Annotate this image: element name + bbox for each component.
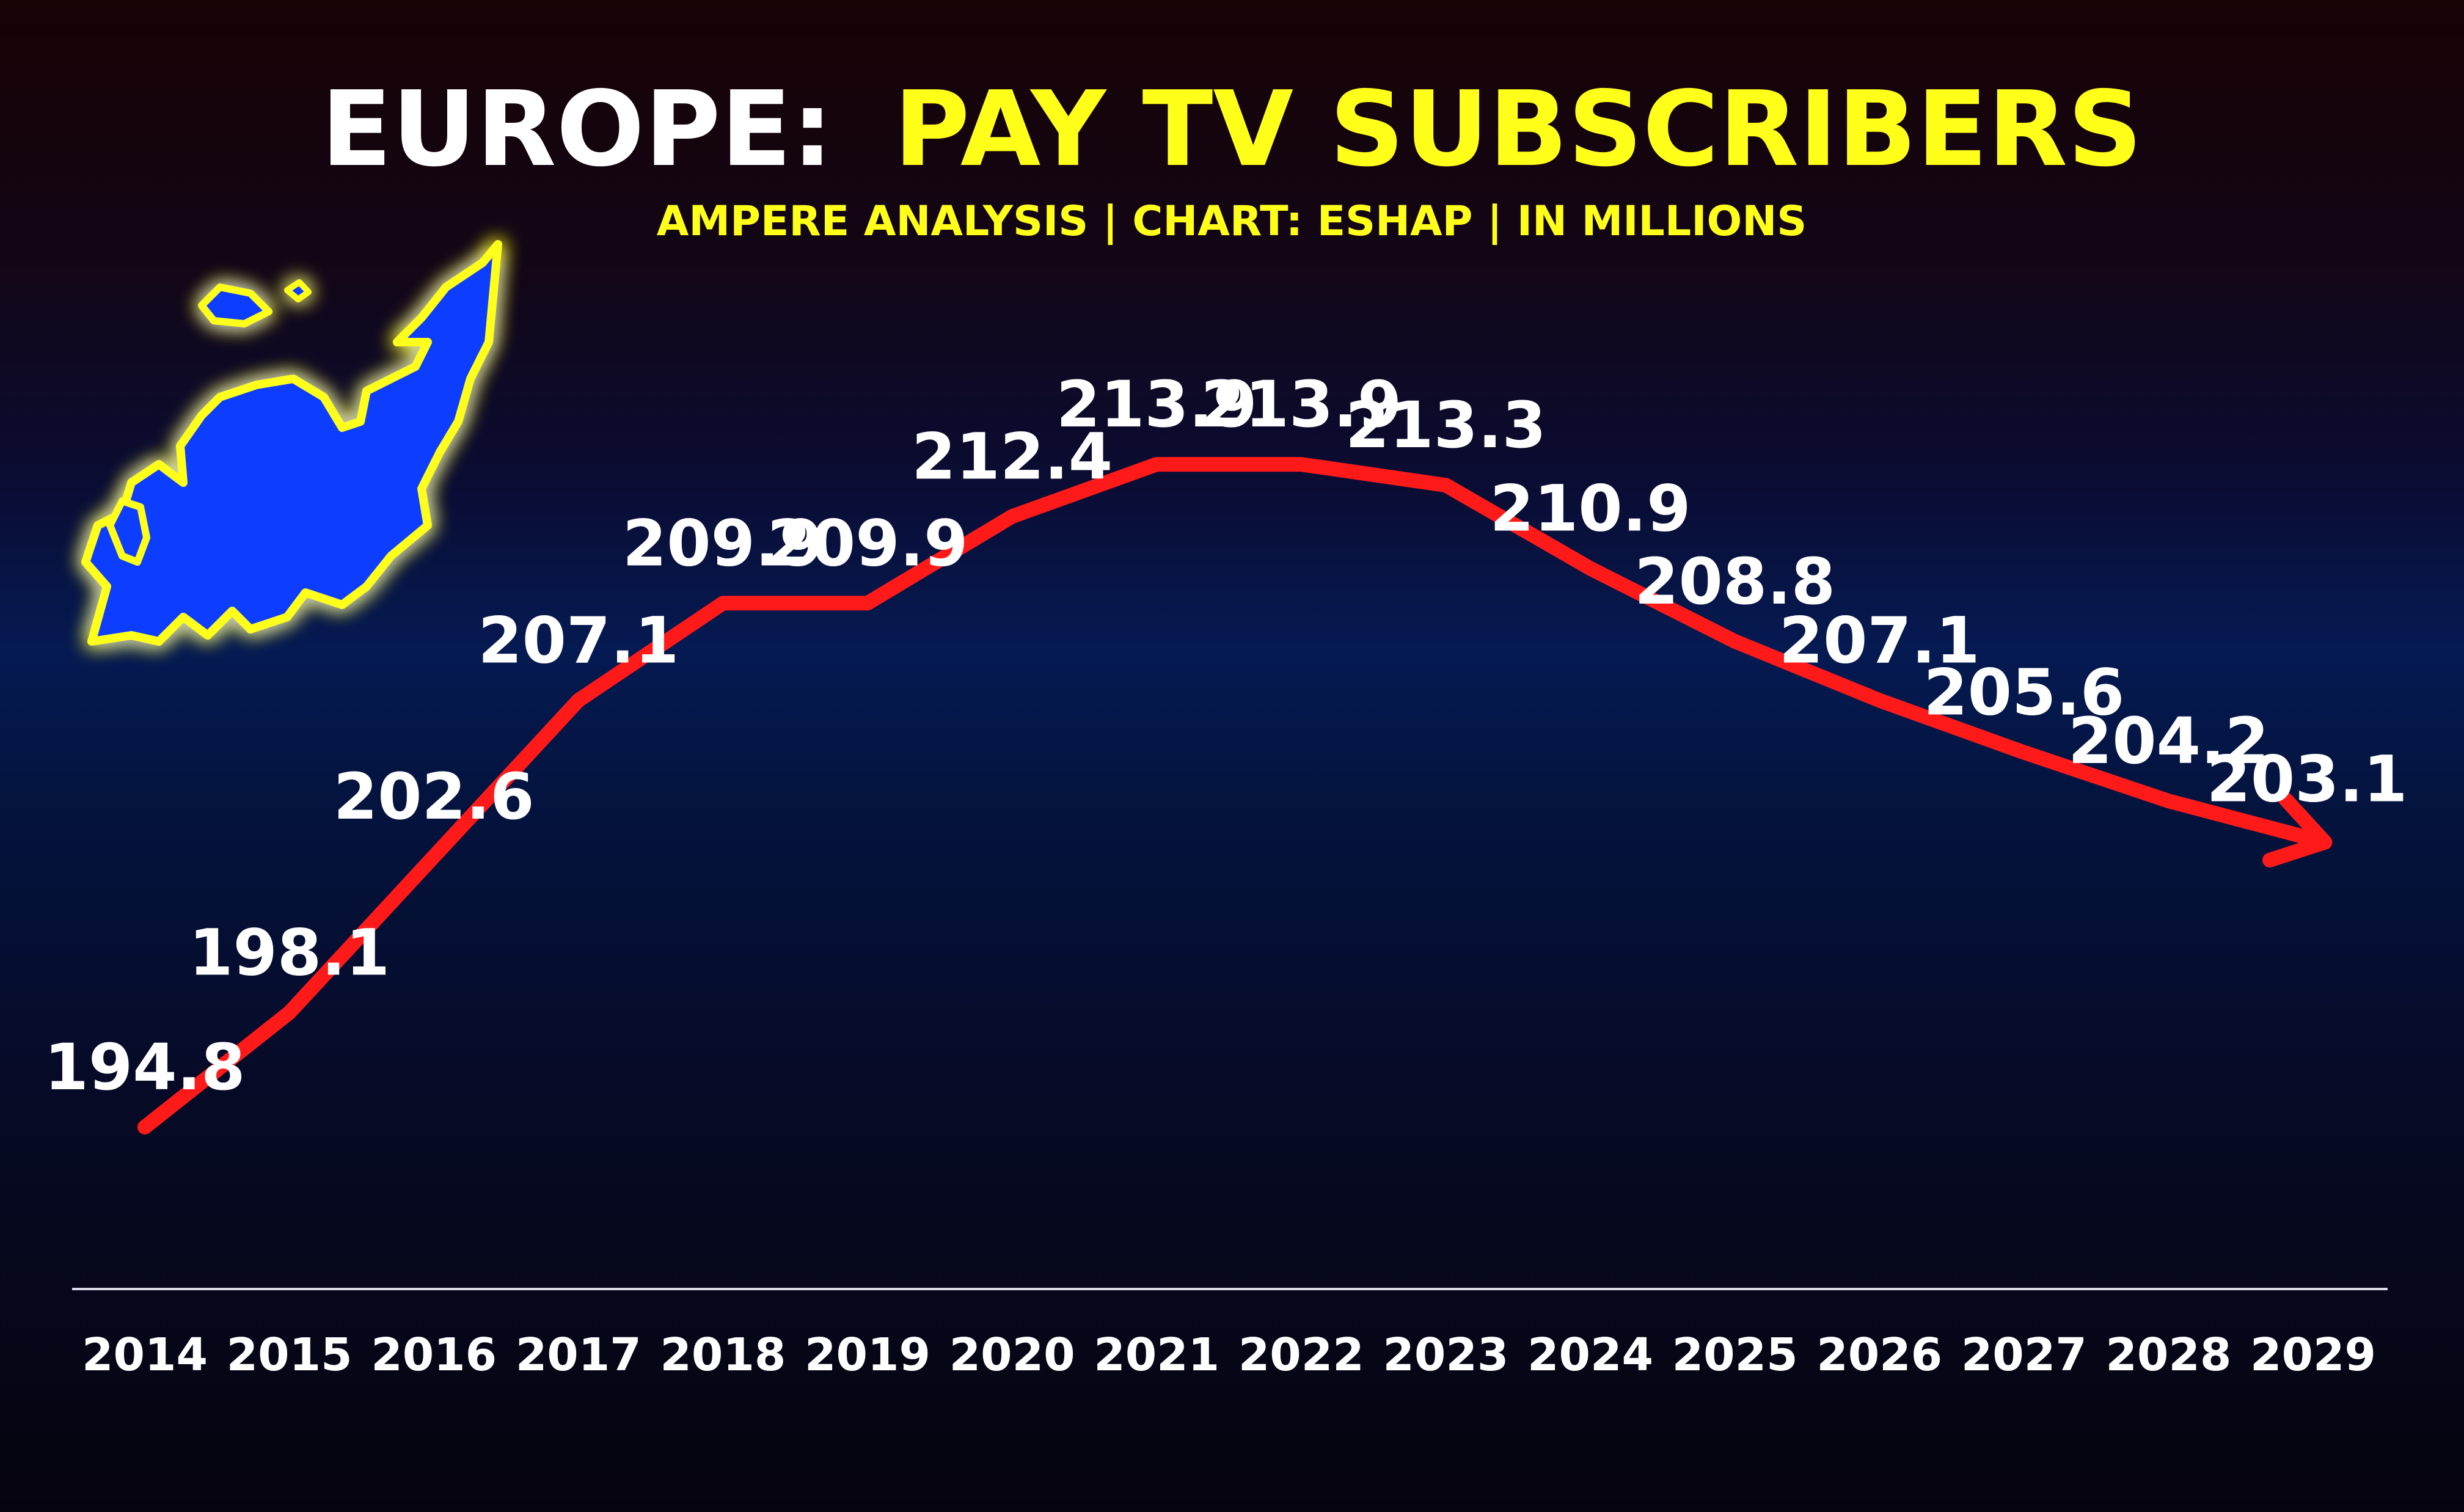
data-label-2021: 213.9: [1056, 367, 1257, 442]
x-tick-2022: 2022: [1238, 1329, 1364, 1381]
x-tick-labels: 2014 2015 2016 2017 2018 2019 2020 2021 2022 2023…: [82, 1329, 2376, 1381]
chart-title-part2: PAY TV SUBSCRIBERS: [894, 69, 2143, 190]
x-tick-2024: 2024: [1527, 1329, 1653, 1381]
series-end-arrow: [2262, 792, 2333, 867]
x-tick-2025: 2025: [1672, 1329, 1798, 1381]
data-label-2020: 212.4: [912, 419, 1113, 494]
x-tick-2018: 2018: [660, 1329, 786, 1381]
x-tick-2016: 2016: [371, 1329, 497, 1381]
data-label-2027: 205.6: [1923, 656, 2124, 730]
data-label-2017: 207.1: [478, 603, 679, 677]
europe-map-icon: [81, 240, 502, 646]
data-label-2014: 194.8: [45, 1030, 246, 1105]
data-label-2022: 213.9: [1201, 367, 1402, 442]
x-tick-2020: 2020: [949, 1329, 1075, 1381]
data-label-2026: 207.1: [1779, 603, 1980, 677]
x-tick-2014: 2014: [82, 1329, 208, 1381]
data-label-2028: 204.2: [2068, 704, 2269, 778]
x-tick-2017: 2017: [516, 1329, 642, 1381]
data-label-2019: 209.9: [767, 506, 968, 580]
x-tick-2015: 2015: [227, 1329, 353, 1381]
data-label-2015: 198.1: [189, 916, 390, 990]
x-tick-2026: 2026: [1816, 1329, 1942, 1381]
x-tick-2027: 2027: [1961, 1329, 2087, 1381]
x-tick-2029: 2029: [2250, 1329, 2376, 1381]
data-labels: 194.8198.1202.6207.1209.9209.9212.4213.9…: [45, 367, 2408, 1105]
x-tick-2023: 2023: [1383, 1329, 1508, 1381]
chart-title: EUROPE: PAY TV SUBSCRIBERS: [321, 69, 2142, 190]
chart-title-part1: EUROPE:: [321, 69, 833, 190]
series-line: [137, 457, 2333, 1134]
x-tick-2021: 2021: [1094, 1329, 1219, 1381]
data-label-2025: 208.8: [1634, 544, 1835, 619]
x-tick-2028: 2028: [2105, 1329, 2231, 1381]
x-tick-2019: 2019: [805, 1329, 930, 1381]
data-label-2018: 209.9: [623, 506, 824, 580]
data-label-2029: 203.1: [2207, 742, 2408, 817]
data-label-2024: 210.9: [1490, 472, 1691, 546]
chart-subtitle: AMPERE ANALYSIS | CHART: ESHAP | IN MILL…: [657, 197, 1807, 246]
data-label-2016: 202.6: [334, 759, 535, 834]
data-label-2023: 213.3: [1345, 388, 1546, 462]
